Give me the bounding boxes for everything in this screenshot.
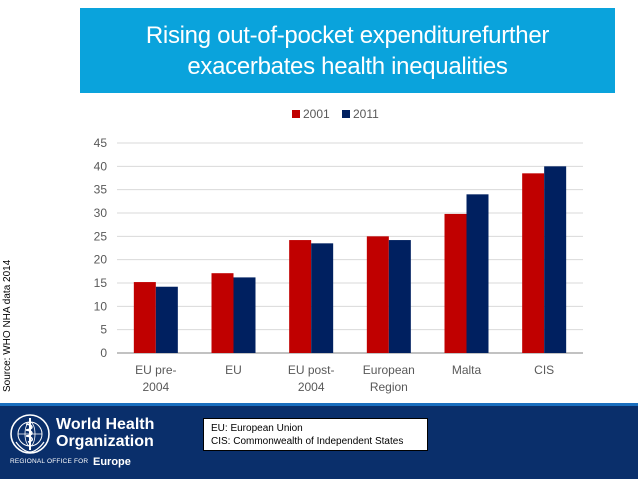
bar-2001 [133, 282, 156, 353]
bar-2001 [444, 213, 467, 353]
bar-2001 [211, 273, 234, 353]
x-tick-label: Malta [452, 363, 482, 377]
abbreviation-cis: CIS: Commonwealth of Independent States [211, 436, 404, 447]
y-tick-label: 25 [94, 229, 108, 243]
slide-title: Rising out-of-pocket expenditurefurther … [145, 21, 550, 80]
bar-2001 [522, 173, 545, 353]
bar-chart: 0 5 10 15 20 25 30 35 40 45 EU pre-2004 EU EU post-2… [94, 107, 583, 394]
x-tick-label: CIS [534, 363, 554, 377]
bar-2011 [155, 286, 178, 353]
bar-2011 [311, 243, 334, 353]
y-tick-label: 10 [94, 299, 108, 313]
x-tick-label: EU [225, 363, 242, 377]
bar-2011 [466, 194, 489, 353]
who-region-label: REGIONAL OFFICE FOR [10, 458, 89, 465]
source-note: Source: WHO NHA data 2014 [2, 259, 13, 392]
x-tick-label: EU post-2004 [288, 363, 335, 394]
y-tick-label: 30 [94, 206, 108, 220]
abbreviations-box: EU: European Union CIS: Commonwealth of … [203, 418, 428, 451]
y-tick-label: 15 [94, 276, 108, 290]
y-tick-label: 35 [94, 183, 108, 197]
who-emblem-icon [10, 414, 50, 454]
y-tick-label: 45 [94, 136, 108, 150]
who-org-name: World Health Organization [56, 416, 155, 450]
legend-label-2011: 2011 [353, 107, 379, 121]
bar-2001 [289, 240, 312, 353]
bar-2011 [233, 277, 256, 353]
legend-swatch-2001 [292, 110, 300, 118]
abbreviation-eu: EU: European Union [211, 423, 303, 434]
title-banner: Rising out-of-pocket expenditurefurther … [80, 8, 615, 93]
bar-2011 [544, 166, 567, 353]
y-tick-label: 40 [94, 159, 108, 173]
footer-divider [0, 403, 638, 406]
x-tick-label: EU pre-2004 [135, 363, 176, 394]
y-tick-label: 0 [100, 346, 107, 360]
x-tick-label: European Region [363, 363, 415, 394]
bar-2001 [366, 236, 389, 353]
bar-2011 [388, 240, 411, 353]
legend-swatch-2011 [342, 110, 350, 118]
who-region-name: Europe [93, 456, 131, 468]
y-tick-label: 20 [94, 253, 108, 267]
y-tick-label: 5 [100, 323, 107, 337]
legend-label-2001: 2001 [303, 107, 330, 121]
